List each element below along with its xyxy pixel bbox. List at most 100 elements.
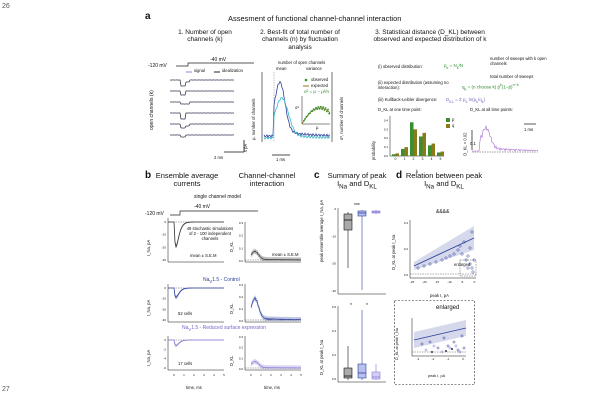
- b-dkl-ytick: 0.2: [239, 295, 244, 299]
- d-point: [428, 262, 432, 266]
- a-trace-idealization: [170, 123, 234, 129]
- a-hist-xtick: 4: [431, 157, 433, 161]
- a-legend-swatches: [186, 71, 220, 73]
- a-dkl-tick: 0.1: [470, 141, 476, 146]
- d-xlabel: peak I, pA: [430, 293, 449, 298]
- a-hist-bar-q: [395, 153, 399, 156]
- a-hist-ytick: 0.1: [384, 145, 389, 149]
- b-dkl-ytick: 0.0: [239, 319, 244, 323]
- c-bot-box: [343, 367, 353, 379]
- b-current-ytick: -20: [162, 245, 167, 249]
- a-open-channels-ylabel: open channels (k): [149, 90, 155, 130]
- a-inset-observed-point: [304, 117, 307, 120]
- a-inset-observed-point: [316, 108, 319, 110]
- d-inset-point-control: [428, 340, 432, 344]
- a-inset-observed-point: [317, 106, 320, 108]
- d-inset-point-model: [451, 348, 453, 350]
- d-point: [466, 266, 470, 270]
- b-dkl-band: [251, 248, 301, 261]
- a-hist-ytick: 0.3: [384, 127, 389, 131]
- b-current-xtick: 4: [213, 373, 215, 377]
- b-dkl-ylabel-3: D_KL: [229, 355, 234, 366]
- a-inset-y: σ²: [295, 105, 299, 110]
- a-hist-xtick: 2: [413, 157, 415, 161]
- a-hist-xlabel: k: [416, 169, 419, 174]
- d-point: [416, 266, 420, 270]
- panel-a-col3-title: 3. Statistical distance (D_KL) between o…: [373, 29, 487, 44]
- a-trace-idealization: [170, 90, 234, 96]
- b-current-ytick: -10: [162, 233, 167, 237]
- b-dkl-xtick: 5: [300, 373, 302, 377]
- a-kl-formula: DKL = Σ pk ln(pk/qk): [446, 97, 486, 104]
- a-scale-ms: 2 ms: [214, 155, 224, 160]
- c-ylabel-top: peak ensemble average I_Na, pA: [319, 199, 324, 262]
- a-inset-observed-point: [315, 106, 317, 109]
- a-scalebar: [224, 140, 245, 153]
- b-current-xtick: 1: [183, 373, 185, 377]
- a-inset-observed-point: [309, 112, 311, 115]
- a-hist-bar-q: [440, 151, 444, 156]
- b-current-ytick: 0: [164, 220, 166, 224]
- a-fluct-mean-line: [263, 80, 331, 139]
- panel-a-col2-title: 2. Best-fit of total number of channels …: [260, 29, 340, 51]
- b-current-ytick: -20: [162, 307, 167, 311]
- panel-a-title: Assesment of functional channel-channel …: [228, 14, 402, 23]
- a-dkl-trace: [472, 124, 539, 152]
- b-xlabel-1: time, ms: [186, 385, 202, 390]
- d-inset-xtick: -3: [417, 357, 420, 361]
- b-current-ytick: 0: [164, 338, 166, 342]
- b-current-ytick: -10: [162, 297, 167, 301]
- a-hist-bar-q: [431, 143, 435, 156]
- c-top-ytick: -10: [332, 234, 337, 238]
- d-inset-xlabel: peak I, pA: [428, 374, 446, 378]
- a-inset-observed-point: [323, 109, 326, 111]
- d-fit-line: [413, 237, 475, 267]
- d-inset-point-reduced: [440, 350, 444, 354]
- b-current-ytick: 0: [164, 286, 166, 290]
- b-dkl-ytick: 0.1: [239, 356, 244, 360]
- d-ytick: 0.2: [404, 247, 409, 251]
- a-vhold: -120 mV: [148, 63, 167, 69]
- b-model-label: single channel model: [194, 194, 241, 200]
- b-voltage-protocol: [170, 210, 258, 216]
- b-cells-red: 17 cells: [178, 361, 193, 366]
- b-dkl-ytick: 0.0: [239, 367, 244, 371]
- d-xtick: 0: [474, 280, 476, 284]
- b-dkl-xtick: 1: [260, 373, 262, 377]
- a-voltage-protocol: [176, 62, 254, 67]
- a-exp-dist: (ii) expected distribution (assuming no …: [378, 80, 449, 90]
- b-dkl-ytick: 0.3: [239, 283, 244, 287]
- a-trace-idealization: [170, 101, 234, 105]
- a-hist-legend: [446, 118, 450, 128]
- a-fluct-ylabel-right: σ², number of channels: [339, 96, 344, 140]
- a-inset-formula: σ² = μ − μ²/n: [304, 89, 329, 94]
- d-point: [452, 252, 456, 256]
- d-inset-fit: [413, 327, 467, 341]
- d-inset-point-control: [436, 346, 440, 350]
- a-inset-observed-point: [325, 110, 328, 113]
- c-bot-ytick: 0.2: [332, 353, 337, 357]
- b-current-xtick: 0: [173, 373, 175, 377]
- panel-d-title: Relation between peak INa and DKL: [405, 171, 483, 191]
- d-inset-xtick: 0: [462, 357, 464, 361]
- b-reduced-current-plot: 0 -2 -4 -6 0 1 2 3 4 5: [163, 336, 225, 377]
- d-point: [464, 258, 468, 262]
- a-obs-formula: pk = Nk/N: [444, 63, 464, 70]
- c-bot-box: [357, 363, 367, 379]
- a-exp-formula: qk = (n choose k) p̄k(1−p̄)n−k: [462, 83, 519, 92]
- d-inset-point-model: [445, 350, 447, 352]
- c-top-ytick: -20: [332, 262, 337, 266]
- d-ytick: 0.4: [404, 221, 409, 225]
- b-current-band: [174, 285, 224, 300]
- d-point: [471, 270, 475, 274]
- c-peak-current-boxplot: 0 -10 -20 -30: [332, 207, 386, 295]
- d-enlarged-box-label: enlarged: [436, 305, 460, 311]
- d-inset-point-control: [442, 336, 446, 340]
- d-inset-point-model: [431, 351, 433, 353]
- a-inset-expected: expected: [311, 83, 328, 88]
- d-xtick: -10: [447, 280, 452, 284]
- b-dkl-ylabel-2: D_KL: [229, 303, 234, 314]
- a-kl-div: (iii) Kullback-Leibler divergence:: [378, 97, 438, 102]
- a-hist-q: q: [452, 123, 455, 128]
- b-dkl-ylabel-1: D_KL: [229, 241, 234, 252]
